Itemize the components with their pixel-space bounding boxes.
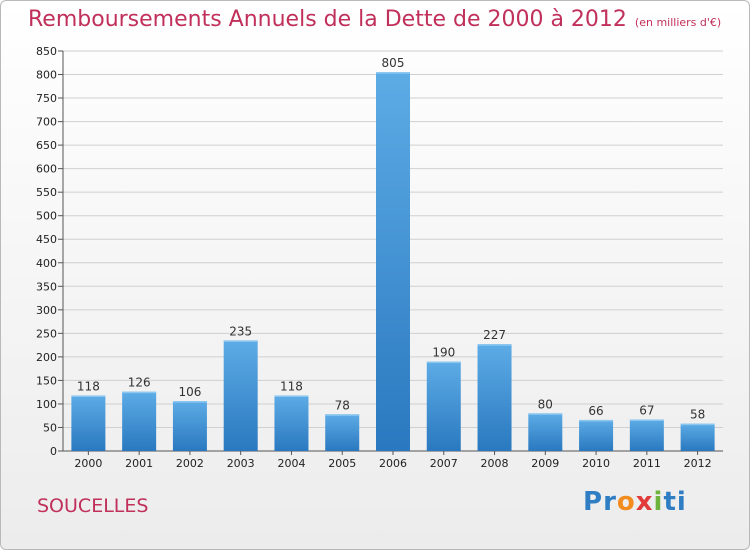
bar — [680, 423, 715, 451]
x-tick-label: 2010 — [582, 457, 610, 470]
y-tick-label: 550 — [36, 186, 57, 199]
bar — [477, 344, 512, 451]
bar-highlight — [426, 361, 461, 364]
bar — [579, 419, 614, 451]
y-tick-label: 250 — [36, 327, 57, 340]
proxiti-logo: Proxiti — [583, 487, 687, 517]
data-label: 67 — [639, 403, 654, 417]
logo-letter: i — [676, 487, 687, 517]
bar — [274, 395, 309, 451]
y-tick-label: 200 — [36, 351, 57, 364]
data-label: 58 — [690, 408, 705, 422]
bar-highlight — [172, 401, 207, 403]
y-tick-label: 800 — [36, 69, 57, 82]
x-tick-label: 2005 — [328, 457, 356, 470]
data-label: 118 — [77, 379, 100, 393]
data-label: 235 — [229, 324, 252, 338]
y-tick-label: 850 — [36, 45, 57, 58]
logo-letter: P — [583, 487, 604, 517]
logo-letter: t — [663, 487, 677, 517]
data-label: 80 — [538, 397, 553, 411]
commune-name: SOUCELLES — [37, 495, 149, 517]
data-label: 78 — [335, 398, 350, 412]
bar-highlight — [71, 395, 106, 397]
y-tick-label: 300 — [36, 304, 57, 317]
y-tick-label: 450 — [36, 233, 57, 246]
x-tick-label: 2004 — [277, 457, 305, 470]
bar — [172, 401, 207, 451]
bar-highlight — [274, 395, 309, 397]
data-label: 126 — [128, 376, 151, 390]
chart-subtitle: (en milliers d'€) — [634, 16, 722, 29]
y-tick-label: 400 — [36, 257, 57, 270]
x-tick-label: 2002 — [176, 457, 204, 470]
bar-highlight — [477, 344, 512, 346]
x-tick-label: 2009 — [531, 457, 559, 470]
bar-highlight — [629, 419, 664, 421]
x-tick-label: 2011 — [633, 457, 661, 470]
y-tick-label: 100 — [36, 398, 57, 411]
x-tick-label: 2008 — [481, 457, 509, 470]
y-tick-label: 0 — [50, 445, 57, 458]
bar — [325, 414, 360, 451]
logo-letter: o — [616, 487, 636, 517]
data-label: 190 — [432, 346, 455, 360]
bar-highlight — [528, 413, 563, 415]
bar — [223, 340, 258, 451]
chart-title: Remboursements Annuels de la Dette de 20… — [28, 7, 721, 32]
logo-letter: i — [653, 487, 664, 517]
chart-title-text: Remboursements Annuels de la Dette de 20… — [28, 7, 627, 32]
bar — [629, 419, 664, 451]
bar-highlight — [223, 340, 258, 342]
bar — [122, 391, 157, 451]
bar-highlight — [325, 414, 360, 416]
x-tick-label: 2012 — [684, 457, 712, 470]
data-label: 106 — [178, 385, 201, 399]
bar-highlight — [376, 72, 410, 74]
x-tick-label: 2006 — [379, 457, 407, 470]
data-label: 118 — [280, 379, 303, 393]
logo-letter: x — [635, 487, 654, 517]
bar-highlight — [122, 391, 157, 394]
x-tick-label: 2007 — [430, 457, 458, 470]
y-tick-label: 150 — [36, 374, 57, 387]
logo-letter: r — [603, 487, 617, 517]
y-tick-label: 700 — [36, 116, 57, 129]
x-tick-label: 2000 — [74, 457, 102, 470]
y-tick-label: 500 — [36, 210, 57, 223]
bar-highlight — [579, 419, 614, 422]
y-tick-label: 350 — [36, 280, 57, 293]
y-tick-label: 650 — [36, 139, 57, 152]
data-label: 227 — [483, 328, 506, 342]
y-tick-label: 600 — [36, 163, 57, 176]
y-tick-label: 50 — [43, 421, 57, 434]
y-tick-label: 750 — [36, 92, 57, 105]
bar — [71, 395, 106, 451]
data-label: 805 — [382, 56, 405, 70]
data-label: 66 — [588, 404, 603, 418]
bar — [376, 72, 410, 452]
x-tick-label: 2003 — [227, 457, 255, 470]
bar — [528, 413, 563, 451]
x-tick-label: 2001 — [125, 457, 153, 470]
bar — [426, 361, 461, 451]
bar-highlight — [680, 423, 715, 426]
